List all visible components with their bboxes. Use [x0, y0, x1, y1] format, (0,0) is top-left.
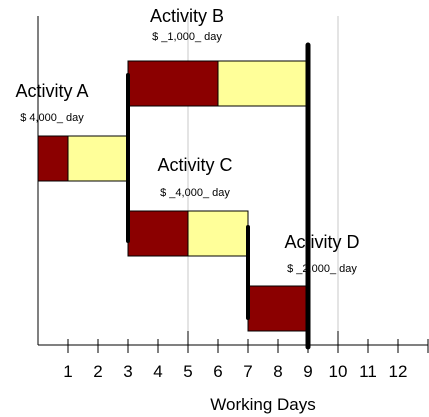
x-tick-label: 6 — [213, 362, 222, 381]
x-tick-label: 10 — [329, 362, 348, 381]
activity-cost: $ _2,000_ day — [287, 263, 357, 275]
x-axis-label: Working Days — [210, 395, 316, 414]
duration-bar — [37, 135, 69, 182]
x-tick-label: 11 — [359, 362, 377, 381]
slack-bar — [217, 60, 309, 107]
duration-bar — [127, 60, 219, 107]
duration-bar — [127, 210, 189, 257]
activity-name: Activity A — [15, 81, 88, 101]
x-tick-label: 3 — [123, 362, 132, 381]
activity-bars — [37, 60, 309, 332]
activity-name: Activity D — [284, 232, 359, 252]
x-axis — [37, 16, 428, 346]
x-tick-label: 4 — [153, 362, 162, 381]
activity-name: Activity B — [150, 6, 224, 26]
activity-labels: Activity A $ 4,000_ day Activity B $ _1,000… — [15, 6, 359, 275]
x-tick-label: 1 — [63, 362, 72, 381]
activity-cost: $ _4,000_ day — [160, 187, 230, 199]
x-tick-label: 12 — [389, 362, 408, 381]
x-tick-label: 7 — [243, 362, 252, 381]
x-tick-label: 2 — [93, 362, 102, 381]
x-axis-ticks: 1 2 3 4 5 6 7 8 9 10 11 12 — [63, 331, 429, 381]
x-tick-label: 8 — [273, 362, 282, 381]
slack-bar — [67, 135, 129, 182]
slack-bar — [187, 210, 249, 257]
activity-cost: $ 4,000_ day — [20, 112, 84, 124]
x-tick-label: 9 — [303, 362, 312, 381]
activity-cost: $ _1,000_ day — [152, 31, 222, 43]
activity-name: Activity C — [157, 155, 232, 175]
x-tick-label: 5 — [183, 362, 192, 381]
milestone-lines — [126, 42, 311, 350]
duration-bar — [247, 285, 309, 332]
